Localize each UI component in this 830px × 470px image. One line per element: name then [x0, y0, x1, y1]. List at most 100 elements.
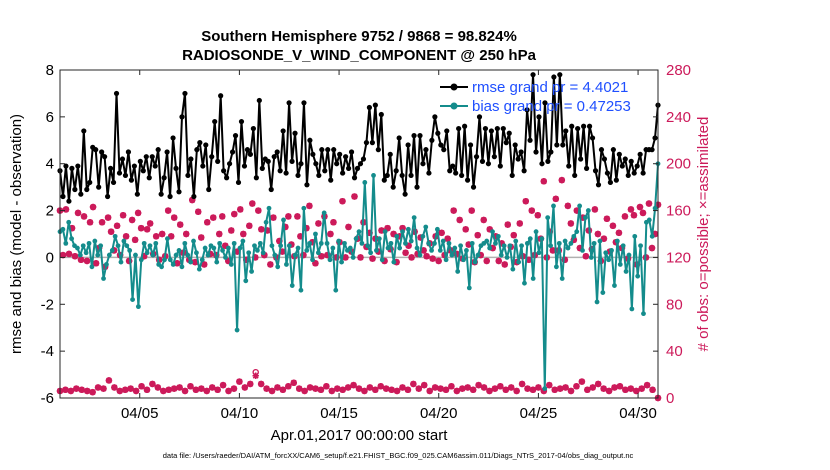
- rmse-point: [575, 125, 581, 132]
- obs-low-assimilated-marker: [556, 385, 564, 392]
- obs-assimilated-marker: [83, 257, 91, 265]
- obs-assimilated-marker: [285, 213, 292, 220]
- obs-low-assimilated-marker: [649, 386, 656, 393]
- rmse-point: [226, 161, 233, 167]
- bias-point: [612, 283, 617, 288]
- obs-low-assimilated-marker: [627, 385, 635, 392]
- rmse-point: [203, 142, 209, 148]
- obs-assimilated-marker: [240, 230, 247, 238]
- bias-point: [551, 203, 556, 209]
- rmse-point: [426, 170, 432, 176]
- obs-low-assimilated-marker: [459, 385, 466, 392]
- obs-low-assimilated-marker: [567, 387, 575, 395]
- bias-point: [368, 250, 374, 256]
- bias-point: [545, 215, 551, 221]
- obs-low-assimilated-marker: [225, 387, 232, 395]
- obs-assimilated-marker: [143, 226, 151, 233]
- bias-point: [246, 250, 252, 256]
- bias-point: [484, 238, 490, 244]
- rmse-point: [491, 154, 497, 160]
- bias-point: [449, 252, 455, 258]
- bias-point: [327, 257, 333, 263]
- obs-low-assimilated-marker: [350, 381, 357, 389]
- obs-assimilated-marker: [65, 250, 73, 258]
- obs-assimilated-marker: [342, 254, 349, 261]
- obs-low-assimilated-marker: [573, 383, 580, 390]
- obs-assimilated-marker: [261, 251, 268, 259]
- rmse-point: [295, 172, 301, 179]
- rmse-point: [164, 149, 170, 155]
- obs-assimilated-marker: [222, 242, 229, 249]
- obs-low-assimilated-marker: [83, 387, 91, 395]
- bias-point: [385, 245, 391, 251]
- obs-assimilated-marker: [297, 233, 304, 240]
- obs-low-assimilated-marker: [524, 385, 531, 392]
- bias-point: [408, 238, 414, 244]
- bias-point: [452, 245, 458, 251]
- obs-low-assimilated-marker: [535, 384, 542, 391]
- obs-low-assimilated-marker: [633, 387, 640, 395]
- obs-assimilated-marker: [420, 247, 427, 254]
- bias-point: [336, 238, 342, 244]
- obs-low-assimilated-marker: [214, 386, 221, 393]
- obs-low-assimilated-marker: [247, 380, 254, 388]
- bias-point: [339, 259, 344, 265]
- obs-assimilated-marker: [501, 261, 508, 268]
- obs-assimilated-marker: [444, 235, 451, 242]
- x-tick-label: 04/15: [320, 405, 358, 422]
- obs-assimilated-marker: [651, 230, 659, 238]
- rmse-point: [622, 156, 628, 162]
- obs-assimilated-marker: [522, 198, 529, 205]
- obs-assimilated-marker: [330, 219, 337, 226]
- bias-point: [80, 243, 86, 249]
- bias-point: [240, 238, 246, 244]
- obs-assimilated-marker: [378, 227, 385, 234]
- x-tick-label: 04/25: [520, 405, 558, 422]
- obs-assimilated-marker: [192, 258, 199, 266]
- bias-point: [391, 259, 397, 265]
- bias-point: [487, 245, 493, 251]
- legend-bias-label: bias grand pr = 0.47253: [472, 98, 631, 115]
- bias-point: [437, 248, 443, 253]
- rmse-point: [619, 163, 625, 169]
- obs-assimilated-marker: [155, 256, 163, 263]
- bias-point: [498, 252, 504, 258]
- obs-assimilated-marker: [324, 251, 331, 259]
- obs-assimilated-marker: [561, 256, 569, 263]
- bias-point: [379, 257, 385, 263]
- obs-low-assimilated-marker: [437, 385, 444, 392]
- bias-point: [304, 248, 310, 253]
- bias-point: [629, 306, 635, 312]
- obs-low-assimilated-marker: [149, 380, 156, 388]
- rmse-point: [432, 114, 438, 120]
- rmse-point: [206, 186, 212, 193]
- bias-point: [272, 252, 278, 258]
- y-tick-label: 0: [46, 249, 54, 266]
- obs-assimilated-marker: [414, 250, 421, 258]
- bias-point: [548, 243, 553, 249]
- rmse-point: [369, 140, 375, 146]
- obs-assimilated-marker: [603, 215, 611, 222]
- rmse-point: [110, 179, 117, 186]
- obs-assimilated-marker: [294, 213, 301, 220]
- bias-point: [313, 231, 318, 237]
- rmse-point: [131, 163, 137, 169]
- rmse-point: [569, 123, 575, 129]
- bias-point: [443, 257, 449, 263]
- rmse-point: [631, 170, 637, 176]
- rmse-point: [539, 161, 545, 167]
- rmse-point: [497, 163, 503, 169]
- rmse-point: [84, 186, 90, 193]
- y-tick-label: 4: [46, 156, 54, 173]
- bias-point: [565, 245, 571, 251]
- obs-assimilated-marker: [104, 214, 112, 221]
- rmse-point: [286, 100, 292, 106]
- rmse-point: [512, 142, 518, 148]
- rmse-point: [447, 168, 453, 174]
- obs-assimilated-marker: [438, 229, 445, 237]
- bias-point: [411, 215, 417, 221]
- obs-low-assimilated-marker: [540, 387, 548, 395]
- right-y-axis-ticks: 0 40 80 120 160 200 240 280: [653, 62, 691, 407]
- obs-low-assimilated-marker: [611, 384, 618, 391]
- bias-point: [600, 290, 606, 295]
